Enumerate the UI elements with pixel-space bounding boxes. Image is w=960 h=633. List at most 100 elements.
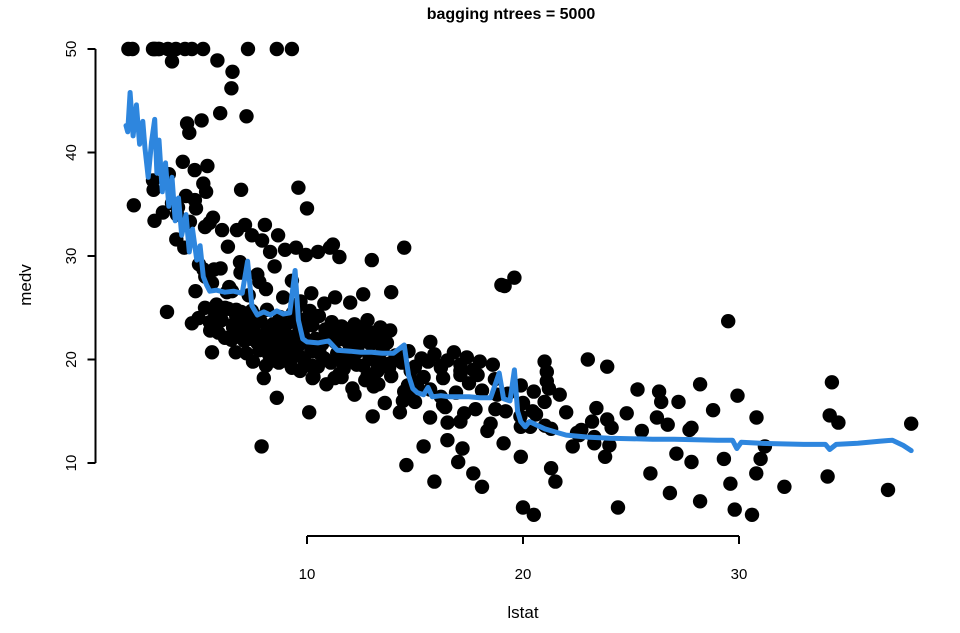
data-point xyxy=(584,414,600,429)
data-point xyxy=(220,239,236,254)
data-point xyxy=(692,377,708,392)
data-point xyxy=(204,345,220,360)
data-point xyxy=(407,394,423,410)
data-point xyxy=(256,370,271,386)
data-point xyxy=(302,405,317,420)
data-point xyxy=(440,415,455,430)
data-point xyxy=(459,350,474,365)
data-point xyxy=(669,446,684,461)
data-point xyxy=(188,284,203,299)
data-point xyxy=(383,323,398,338)
data-point xyxy=(721,314,736,329)
data-point xyxy=(684,454,699,470)
data-point xyxy=(880,482,896,498)
data-point xyxy=(602,438,617,453)
data-point xyxy=(188,201,204,216)
data-point xyxy=(643,466,658,481)
data-point xyxy=(332,249,347,265)
data-point xyxy=(749,466,764,481)
data-point xyxy=(619,406,634,421)
data-point xyxy=(472,354,487,369)
data-point xyxy=(440,433,455,448)
x-axis-label: lstat xyxy=(507,603,539,622)
data-point xyxy=(559,405,574,420)
data-point xyxy=(453,367,468,383)
data-point xyxy=(178,188,194,204)
data-point xyxy=(155,205,171,220)
data-point xyxy=(397,384,412,399)
y-tick-label: 50 xyxy=(63,41,80,58)
data-point xyxy=(214,222,230,238)
data-point xyxy=(227,316,242,331)
data-point xyxy=(288,240,304,255)
data-point xyxy=(349,357,364,372)
data-point xyxy=(360,313,375,328)
data-point xyxy=(749,410,764,425)
data-point xyxy=(904,416,919,431)
data-point xyxy=(744,507,760,522)
data-point xyxy=(197,219,213,235)
data-point xyxy=(539,364,554,380)
data-point xyxy=(528,407,544,422)
data-point xyxy=(705,403,721,418)
data-point xyxy=(240,41,256,57)
data-point xyxy=(485,357,500,372)
data-point xyxy=(325,237,341,252)
data-point xyxy=(427,347,442,362)
data-point xyxy=(468,402,483,417)
data-point xyxy=(552,387,567,402)
data-point xyxy=(597,449,613,464)
data-point xyxy=(175,154,190,169)
data-point xyxy=(224,81,239,96)
data-point xyxy=(600,412,615,427)
data-point xyxy=(580,352,595,367)
data-point xyxy=(474,479,490,494)
data-point xyxy=(237,217,253,233)
data-point xyxy=(371,377,386,392)
data-point xyxy=(304,343,319,358)
data-point xyxy=(253,314,268,329)
data-point xyxy=(600,359,615,374)
data-point xyxy=(257,217,273,233)
data-point xyxy=(347,387,362,402)
data-point xyxy=(343,295,358,310)
data-point xyxy=(730,388,745,403)
data-point xyxy=(319,377,334,392)
data-point xyxy=(250,267,265,282)
data-point xyxy=(824,375,840,390)
data-point xyxy=(634,423,649,439)
data-point xyxy=(384,368,399,384)
data-point xyxy=(159,304,175,320)
data-point xyxy=(466,466,481,481)
data-point xyxy=(184,41,200,57)
x-tick-label: 20 xyxy=(515,566,532,583)
data-point xyxy=(513,449,528,464)
data-point xyxy=(543,461,559,476)
data-point xyxy=(233,304,249,320)
data-point xyxy=(662,485,678,501)
data-point xyxy=(397,240,412,255)
data-point xyxy=(205,210,221,225)
data-point xyxy=(451,454,466,470)
x-tick-label: 10 xyxy=(299,566,316,583)
data-point xyxy=(146,182,161,197)
data-point xyxy=(515,500,531,515)
data-point xyxy=(356,287,371,302)
y-tick-label: 40 xyxy=(63,144,80,161)
data-point xyxy=(474,383,490,398)
data-point xyxy=(233,182,249,197)
data-point xyxy=(267,259,282,274)
data-point xyxy=(494,277,509,293)
data-point xyxy=(298,247,314,263)
data-point xyxy=(435,370,451,386)
data-point xyxy=(179,116,195,131)
data-point xyxy=(630,382,645,397)
data-point xyxy=(184,316,200,331)
data-point xyxy=(327,290,343,305)
data-point xyxy=(213,261,228,276)
data-point xyxy=(660,417,675,432)
data-point xyxy=(297,354,312,369)
data-point xyxy=(306,369,321,385)
data-point xyxy=(483,416,498,431)
prediction-line xyxy=(123,90,914,454)
